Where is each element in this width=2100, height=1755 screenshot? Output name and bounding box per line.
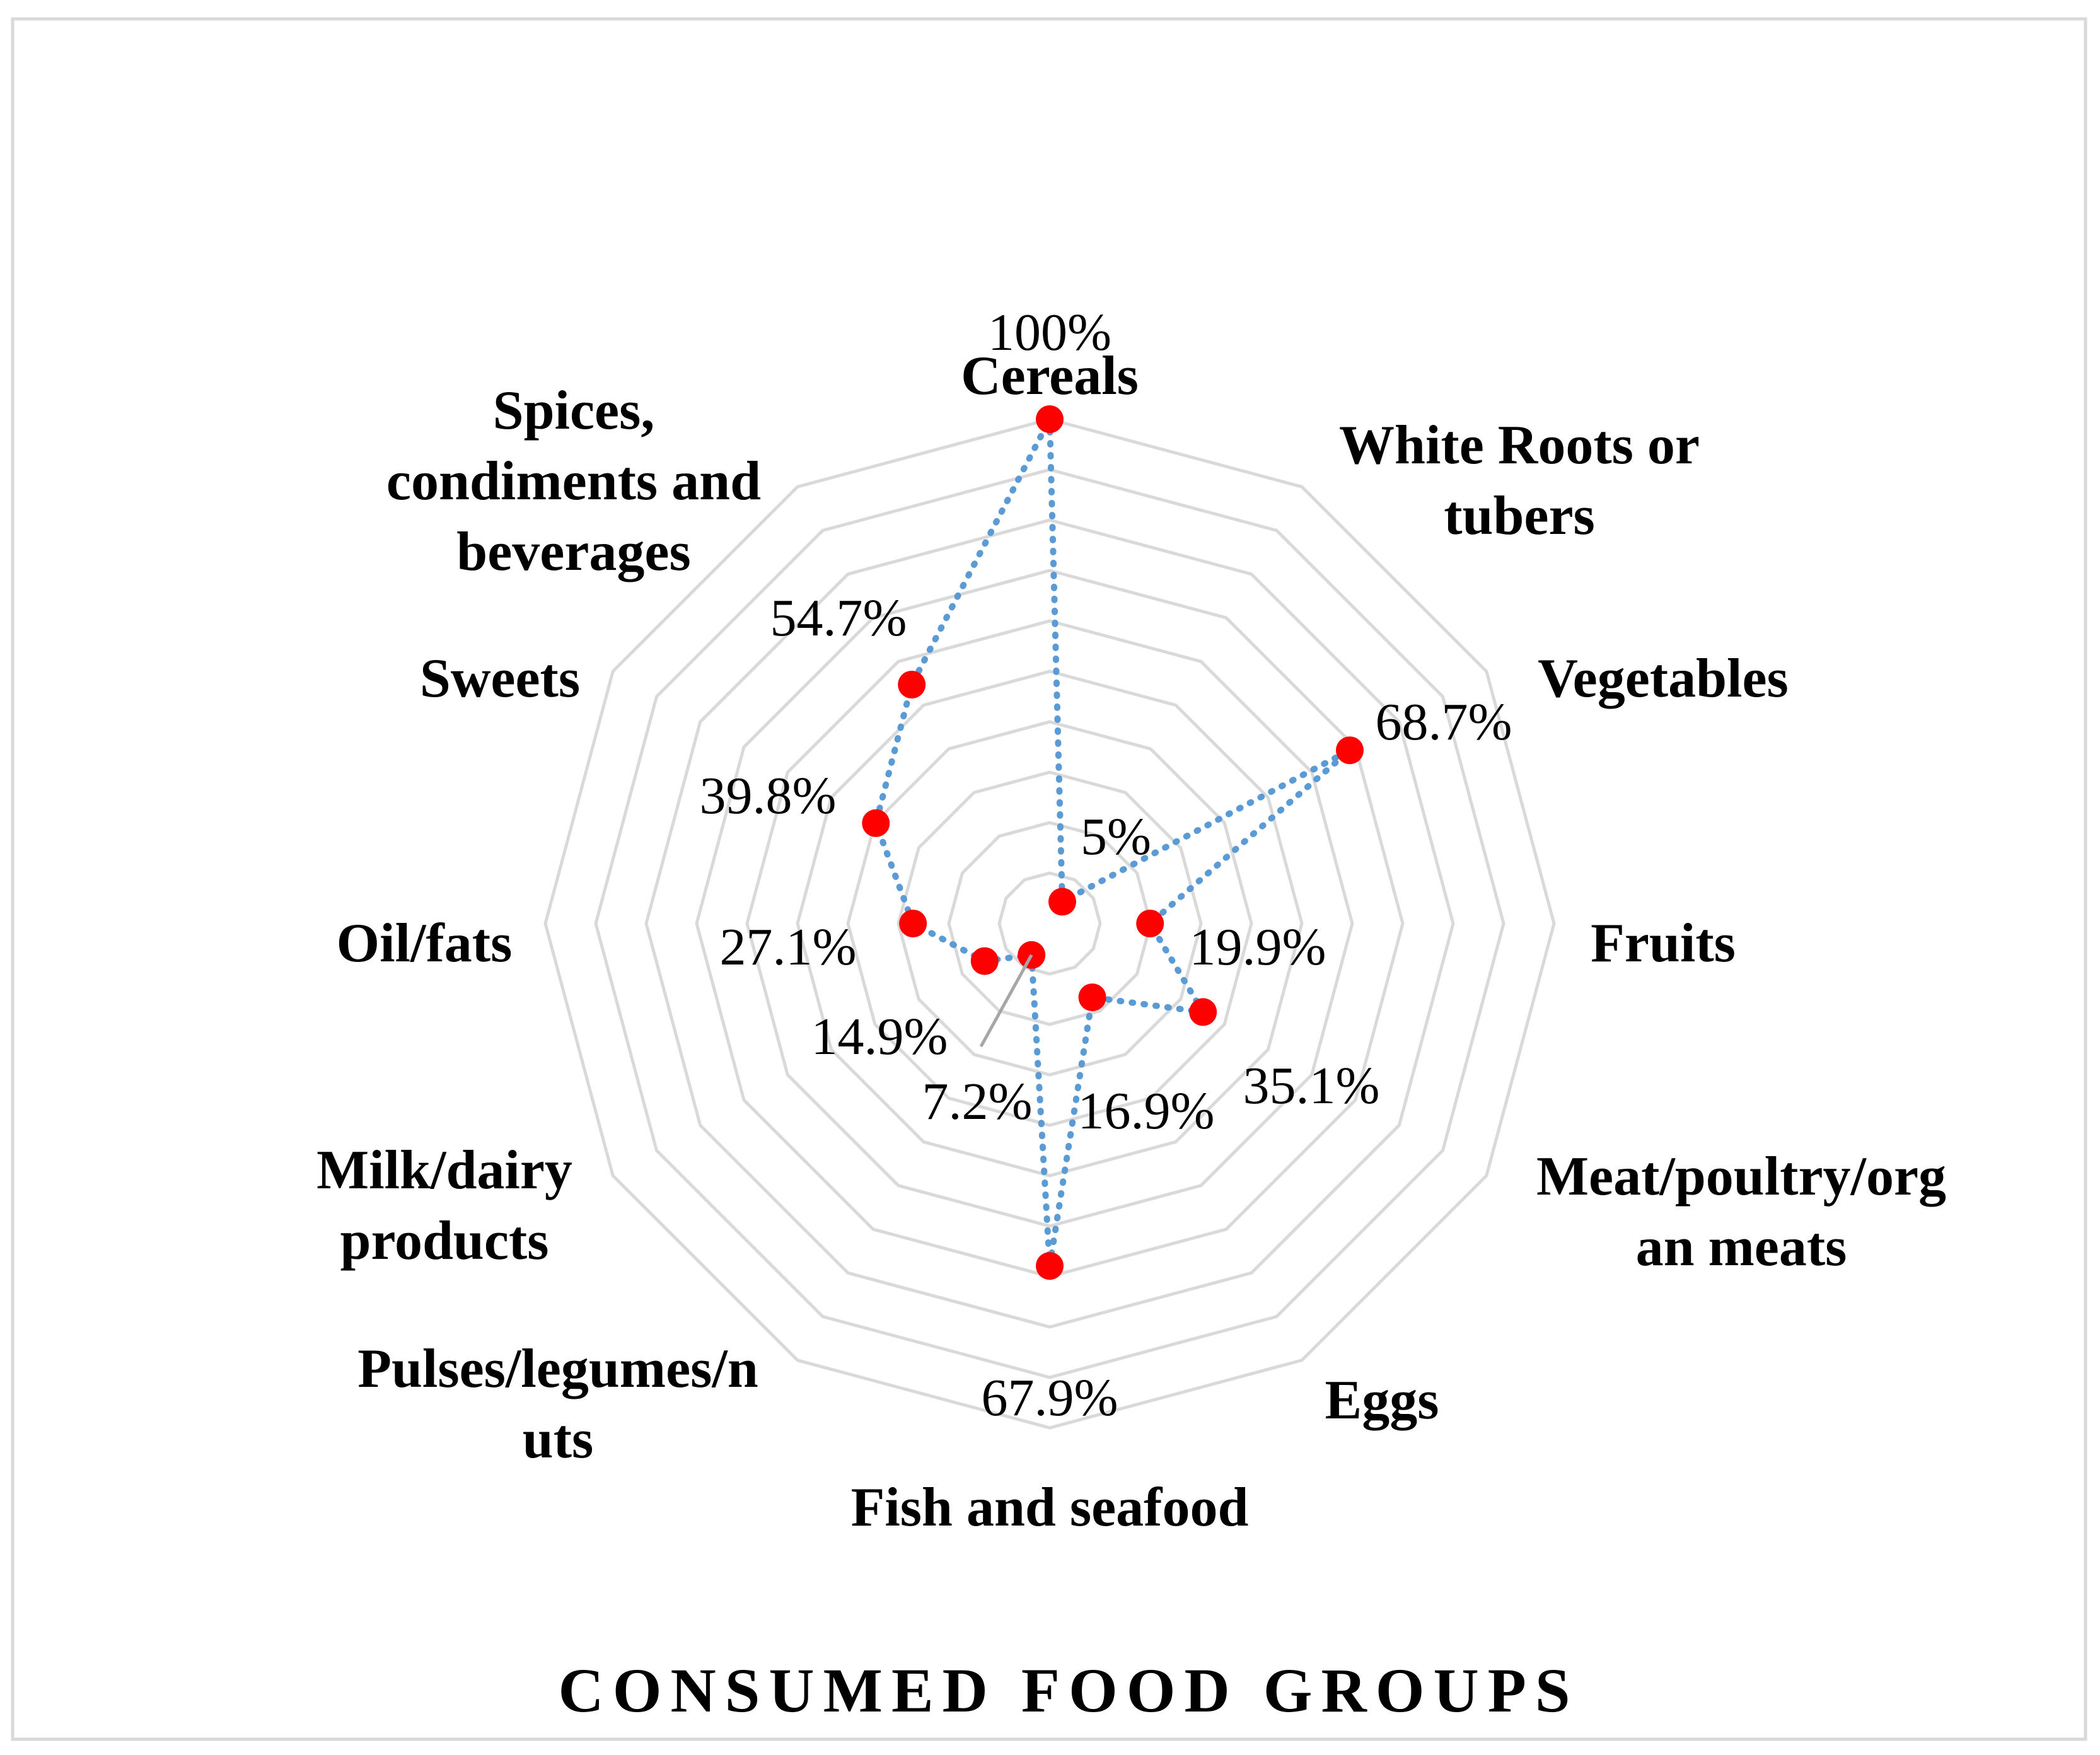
data-point-6 bbox=[1078, 983, 1106, 1012]
value-label-5: 35.1% bbox=[1243, 1057, 1380, 1115]
category-label-5: Meat/poultry/org an meats bbox=[1536, 1146, 1946, 1278]
grid-ring-3 bbox=[896, 770, 1203, 1077]
data-point-3 bbox=[1336, 736, 1364, 765]
chart-frame bbox=[11, 17, 2087, 1741]
data-point-4 bbox=[1136, 910, 1164, 937]
category-label-1: Cereals bbox=[961, 345, 1139, 407]
grid-ring-6 bbox=[745, 619, 1354, 1228]
value-label-10: 27.1% bbox=[720, 918, 857, 976]
data-point-12 bbox=[898, 671, 926, 698]
value-label-11: 39.8% bbox=[700, 767, 837, 825]
data-point-10 bbox=[899, 910, 927, 937]
data-point-5 bbox=[1189, 998, 1217, 1026]
value-label-6: 16.9% bbox=[1078, 1082, 1215, 1140]
value-label-12: 54.7% bbox=[770, 589, 907, 647]
value-label-9: 14.9% bbox=[811, 1007, 948, 1066]
grid-ring-5 bbox=[796, 669, 1304, 1178]
value-label-1: 100% bbox=[988, 303, 1111, 362]
category-label-11: Sweets bbox=[420, 648, 580, 709]
value-label-4: 19.9% bbox=[1190, 918, 1326, 976]
value-label-7: 67.9% bbox=[982, 1369, 1118, 1427]
category-label-3: Vegetables bbox=[1538, 648, 1789, 709]
category-label-12: Spices, condiments and beverages bbox=[386, 380, 761, 582]
category-label-6: Eggs bbox=[1325, 1370, 1439, 1431]
grid-ring-9 bbox=[594, 468, 1505, 1379]
category-label-9: Milk/dairy products bbox=[316, 1140, 572, 1271]
data-point-1 bbox=[1036, 405, 1064, 433]
category-label-7: Fish and seafood bbox=[851, 1477, 1249, 1538]
value-label-8: 7.2% bbox=[922, 1072, 1033, 1131]
grid-ring-1 bbox=[997, 871, 1102, 976]
value-label-3: 68.7% bbox=[1376, 693, 1512, 751]
category-label-8: Pulses/legumes/n uts bbox=[357, 1338, 758, 1470]
grid-ring-2 bbox=[947, 821, 1152, 1026]
grid-ring-8 bbox=[644, 518, 1455, 1329]
grid-ring-10 bbox=[543, 417, 1556, 1430]
category-label-4: Fruits bbox=[1591, 913, 1736, 974]
leader-line bbox=[979, 954, 1033, 1048]
data-point-9 bbox=[970, 947, 999, 975]
category-label-10: Oil/fats bbox=[337, 913, 513, 974]
category-label-2: White Roots or tubers bbox=[1339, 415, 1700, 547]
chart-title: CONSUMED FOOD GROUPS bbox=[559, 1655, 1579, 1725]
value-label-2: 5% bbox=[1081, 808, 1151, 866]
data-point-2 bbox=[1048, 888, 1076, 916]
data-point-7 bbox=[1036, 1252, 1064, 1280]
data-point-11 bbox=[862, 809, 890, 837]
